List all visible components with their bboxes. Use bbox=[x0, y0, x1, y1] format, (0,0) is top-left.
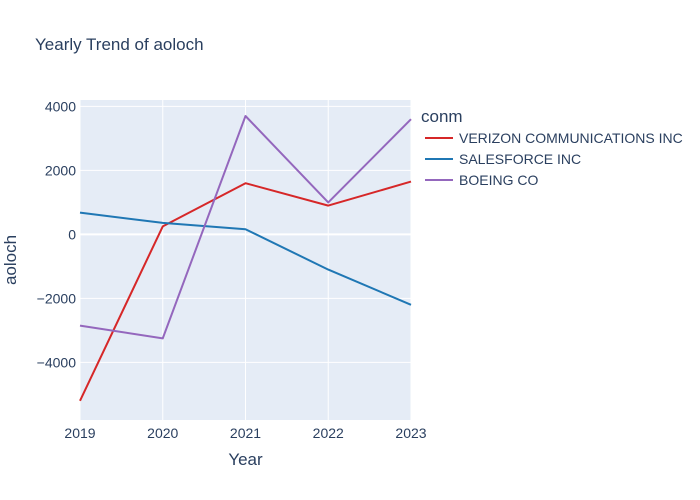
grid-lines bbox=[79, 100, 412, 420]
legend-label: BOEING CO bbox=[459, 172, 538, 188]
chart-title: Yearly Trend of aoloch bbox=[35, 35, 204, 54]
tick-labels: 2019 2020 2021 2022 2023 −4000 −2000 0 2000 4000 bbox=[37, 98, 427, 441]
y-tick-label: 0 bbox=[68, 226, 76, 242]
legend-item[interactable]: SALESFORCE INC bbox=[425, 151, 581, 167]
legend-item[interactable]: VERIZON COMMUNICATIONS INC bbox=[425, 130, 683, 146]
y-tick-label: −2000 bbox=[37, 290, 77, 306]
legend-label: SALESFORCE INC bbox=[459, 151, 581, 167]
x-tick-label: 2020 bbox=[147, 425, 178, 441]
series-line-2 bbox=[79, 115, 412, 340]
series-layer bbox=[79, 115, 412, 402]
y-tick-label: 2000 bbox=[45, 162, 76, 178]
x-tick-label: 2021 bbox=[230, 425, 261, 441]
y-axis-title: aoloch bbox=[1, 235, 20, 285]
legend-title: conm bbox=[421, 107, 463, 126]
legend[interactable]: conm VERIZON COMMUNICATIONS INC SALESFORCE… bbox=[421, 107, 683, 188]
legend-label: VERIZON COMMUNICATIONS INC bbox=[459, 130, 683, 146]
y-tick-label: −4000 bbox=[37, 354, 77, 370]
y-tick-label: 4000 bbox=[45, 98, 76, 114]
x-tick-label: 2022 bbox=[313, 425, 344, 441]
x-tick-label: 2019 bbox=[64, 425, 95, 441]
series-line-1 bbox=[79, 211, 412, 306]
legend-item[interactable]: BOEING CO bbox=[425, 172, 538, 188]
x-axis-title: Year bbox=[228, 450, 263, 469]
series-line-0 bbox=[79, 180, 412, 402]
x-tick-label: 2023 bbox=[395, 425, 426, 441]
